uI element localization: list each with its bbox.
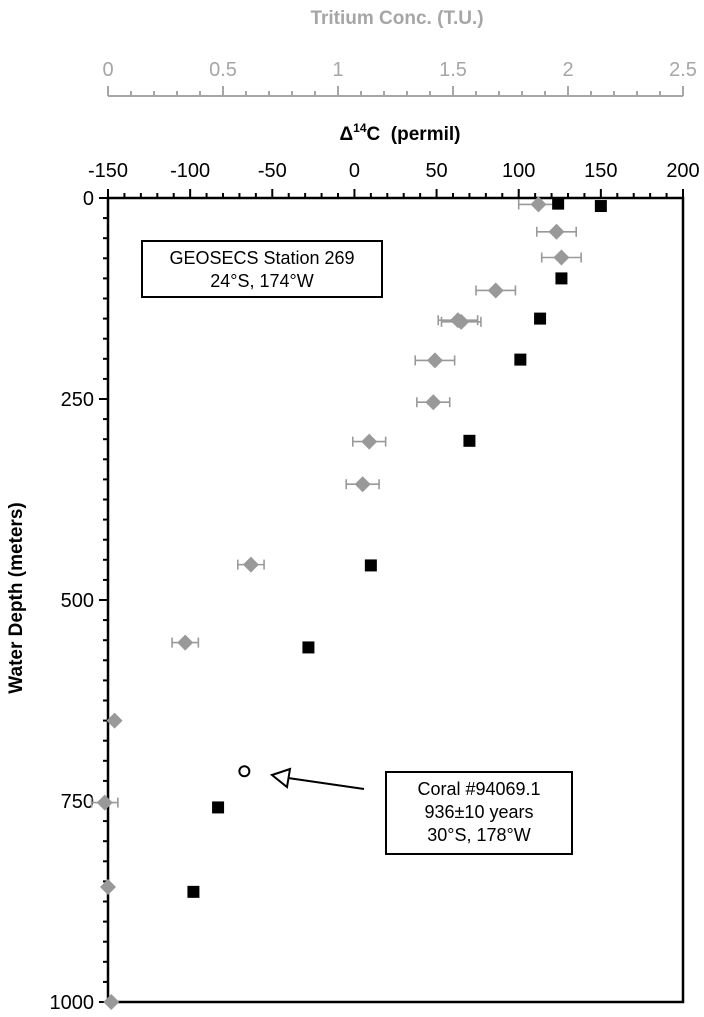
delta14c-square-marker [555,272,568,285]
tritium-diamond-marker [100,879,116,896]
tritium-tick-label: 2.5 [669,59,697,81]
tritium-diamond-marker [354,476,371,493]
delta14c-axis-title: Δ14C (permil) [340,121,461,145]
tritium-diamond-marker [553,249,570,266]
coral-label-box [385,771,573,855]
tritium-tick-label: 0.5 [209,59,237,81]
tritium-diamond-marker [426,352,443,369]
x-tick-label: -150 [88,160,128,182]
y-tick-label: 500 [61,590,94,612]
station-label-box: GEOSECS Station 269 24°S, 174°W [141,240,383,298]
x-tick-label: 0 [349,160,360,182]
depth-axis-title: Water Depth (meters) [6,502,27,693]
coral-label-line-1: Coral #94069.1 [417,779,540,799]
station-label-line-2: 24°S, 174°W [210,271,313,291]
tritium-diamond-marker [487,282,504,299]
coral-arrow-head [269,767,292,789]
delta14c-square-marker [212,801,225,814]
tritium-tick-label: 2 [562,59,573,81]
x-tick-label: -100 [170,160,210,182]
coral-label-line-3: 30°S, 178°W [427,825,530,845]
x-tick-label: -50 [258,160,287,182]
y-tick-label: 1000 [50,992,95,1014]
coral-annotation: Coral #94069.1 936±10 years 30°S, 178°W [269,767,573,855]
plot-frame [106,196,685,1004]
tritium-tick-label: 1 [332,59,343,81]
y-tick-label: 0 [83,188,94,210]
tritium-axis-title: Tritium Conc. (T.U.) [310,8,483,29]
delta14c-square-marker [594,200,607,213]
tritium-diamond-marker [177,634,194,651]
x-tick-label: 200 [666,160,699,182]
station-label-line-1: GEOSECS Station 269 [169,248,354,268]
y-tick-label: 250 [61,389,94,411]
delta14c-square-marker [302,641,315,654]
delta14c-axis-ticks: -150 -100 -50 0 50 100 150 200 [88,160,700,198]
tritium-diamond-marker [453,313,470,330]
depth-axis-ticks: 0 250 500 750 1000 [50,188,108,1014]
tritium-diamond-marker [103,994,120,1010]
delta14c-square-marker [534,312,547,325]
tritium-diamond-marker [361,433,378,450]
tritium-tick-label: 1.5 [439,59,467,81]
tritium-diamond-marker [242,556,259,573]
x-tick-label: 100 [502,160,535,182]
tritium-axis: Tritium Conc. (T.U.) 0 0.5 1 1.5 2 2.5 [102,8,697,97]
delta14c-square-marker [552,197,565,210]
x-tick-label: 150 [584,160,617,182]
coral-circle-marker [238,765,251,778]
tritium-diamond-marker [425,394,442,411]
delta14c-square-marker [463,434,476,447]
tritium-diamond-marker [106,712,123,729]
data-markers [90,196,607,1010]
tritium-diamond-marker [530,196,547,213]
delta14c-square-marker [364,559,377,572]
coral-arrow-shaft [287,777,365,790]
y-tick-label: 750 [61,791,94,813]
tritium-diamond-marker [548,223,565,240]
delta14c-square-marker [514,353,527,366]
tritium-axis-ticks: 0 0.5 1 1.5 2 2.5 [102,59,697,97]
tritium-diamond-marker [96,794,113,811]
tritium-tick-label: 0 [102,59,113,81]
coral-label-line-2: 936±10 years [425,802,534,822]
x-tick-label: 50 [425,160,447,182]
delta14c-square-marker [187,885,200,898]
